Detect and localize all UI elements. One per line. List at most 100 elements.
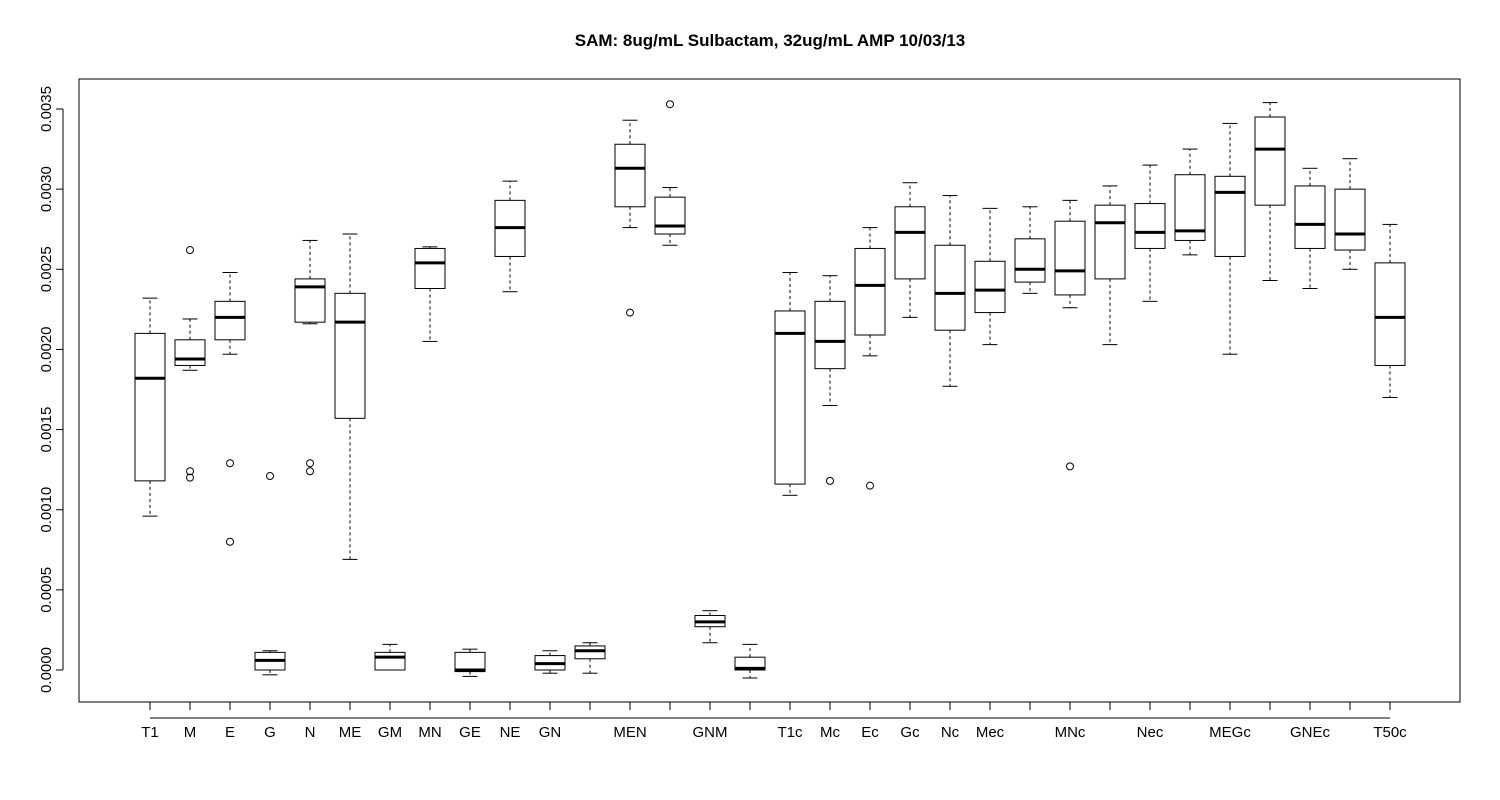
box-iqr [814, 300, 846, 370]
box-MEGc [1214, 122, 1246, 355]
box-iqr [334, 292, 366, 419]
x-tick-label: Nc [941, 724, 960, 741]
box-group-11 [574, 642, 606, 674]
box-iqr [614, 143, 646, 208]
x-tick-label: GM [378, 724, 402, 741]
box-iqr [654, 196, 686, 235]
box-iqr [854, 247, 886, 336]
box-Ec [854, 227, 886, 490]
box-iqr [574, 645, 606, 660]
box-iqr [734, 656, 766, 671]
x-tick-label: T1c [777, 724, 803, 741]
box-iqr [374, 651, 406, 671]
x-tick-label: ME [339, 724, 362, 741]
outlier-point [266, 472, 274, 481]
x-tick-label: MEN [613, 724, 646, 741]
box-iqr [1374, 262, 1406, 366]
box-T1 [134, 297, 166, 517]
box-Nc [934, 195, 966, 387]
box-iqr [1134, 203, 1166, 249]
y-tick-label: 0.0030 [38, 166, 55, 212]
x-tick-label: G [264, 724, 276, 741]
box-iqr [134, 332, 166, 482]
box-T1c [774, 271, 806, 496]
box-iqr [1254, 116, 1286, 206]
x-tick-label: GN [539, 724, 562, 741]
x-axis: T1 M E G N ME GM MN GE NE GN MEN GNM T1c Mc Ec Gc Nc Mec MN… [141, 702, 1407, 741]
box-ME [334, 233, 366, 560]
box-iqr [294, 278, 326, 323]
y-tick-label: 0.0010 [38, 487, 55, 533]
box-iqr [1014, 238, 1046, 283]
x-tick-label: MEGc [1209, 724, 1251, 741]
y-tick-label: 0.0015 [38, 407, 55, 453]
box-E [214, 271, 246, 546]
x-tick-label: NE [500, 724, 521, 741]
y-tick-label: 0.0020 [38, 326, 55, 372]
box-iqr [1214, 175, 1246, 257]
box-iqr [1334, 188, 1366, 251]
x-tick-label: Nec [1137, 724, 1164, 741]
outlier-point [306, 459, 314, 468]
x-tick-label: N [305, 724, 316, 741]
x-tick-label: Mc [820, 724, 840, 741]
x-tick-label: GNEc [1290, 724, 1331, 741]
box-MEN [614, 119, 646, 317]
box-G [254, 472, 286, 676]
box-Nec [1134, 164, 1166, 302]
box-iqr [1094, 204, 1126, 280]
y-tick-label: 0.0005 [38, 567, 55, 613]
box-group-26 [1174, 148, 1206, 256]
x-tick-label: M [184, 724, 197, 741]
box-group-13 [654, 100, 686, 246]
outlier-point [666, 100, 674, 109]
y-axis: 0.0000 0.0005 0.0010 0.0015 0.0020 0.0025 0.00… [38, 86, 64, 693]
box-group-30 [1334, 158, 1366, 270]
box-group-24 [1094, 185, 1126, 346]
box-iqr [174, 339, 206, 366]
x-tick-label: GE [459, 724, 481, 741]
box-iqr [1294, 185, 1326, 249]
outlier-point [306, 467, 314, 476]
box-group-28 [1254, 102, 1286, 282]
box-Mc [814, 275, 846, 485]
outlier-point [626, 308, 634, 317]
box-GE [454, 648, 486, 677]
y-tick-label: 0.0035 [38, 86, 55, 132]
box-GNM [694, 610, 726, 644]
box-NE [494, 180, 526, 293]
box-Gc [894, 182, 926, 318]
box-iqr [1054, 220, 1086, 296]
box-iqr [454, 651, 486, 673]
plot-frame [78, 78, 1461, 703]
box-GNEc [1294, 167, 1326, 290]
box-iqr [974, 260, 1006, 314]
box-iqr [414, 247, 446, 290]
x-tick-label: T50c [1373, 724, 1407, 741]
x-tick-label: MNc [1055, 724, 1086, 741]
y-tick-label: 0.0025 [38, 246, 55, 292]
chart-title: SAM: 8ug/mL Sulbactam, 32ug/mL AMP 10/03… [575, 31, 966, 50]
y-tick-label: 0.0000 [38, 647, 55, 693]
box-MN [414, 246, 446, 342]
box-group-15 [734, 643, 766, 679]
box-N [294, 239, 326, 476]
box-group-22 [1014, 206, 1046, 294]
box-GM [374, 643, 406, 671]
box-Mec [974, 207, 1006, 346]
x-tick-label: GNM [693, 724, 728, 741]
box-T50c [1374, 223, 1406, 399]
box-iqr [894, 206, 926, 280]
box-iqr [774, 310, 806, 485]
x-tick-label: Ec [861, 724, 879, 741]
box-GN [534, 650, 566, 674]
outlier-point [226, 537, 234, 546]
outlier-point [1066, 462, 1074, 471]
x-tick-label: E [225, 724, 235, 741]
outlier-point [186, 246, 194, 255]
box-MNc [1054, 199, 1086, 471]
x-tick-label: Mec [976, 724, 1005, 741]
x-tick-label: T1 [141, 724, 159, 741]
outlier-point [226, 459, 234, 468]
